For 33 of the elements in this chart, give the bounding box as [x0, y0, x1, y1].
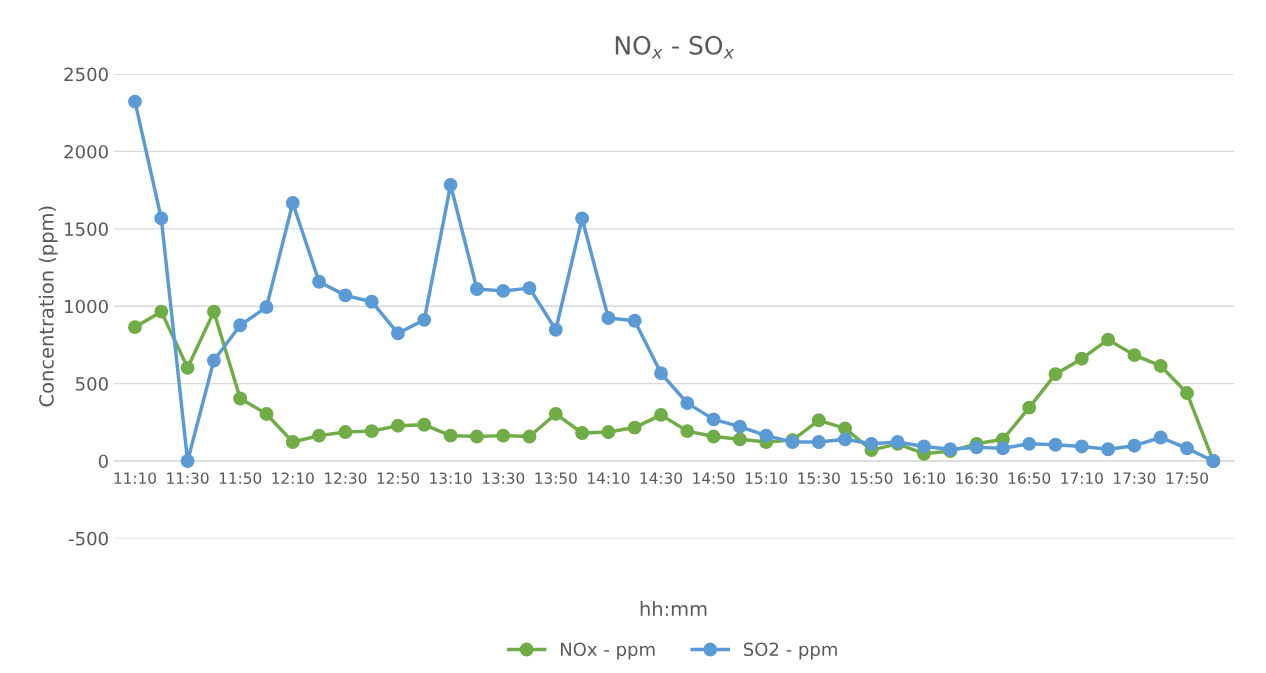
x-tick-label: 15:50 — [851, 472, 893, 484]
x-tick-label: 15:10 — [745, 472, 788, 484]
x-tick-label: 13:10 — [430, 472, 472, 484]
y-tick-label: 1000 — [65, 299, 108, 314]
x-tick-label: 16:50 — [1008, 472, 1051, 484]
x-tick-label: 11:30 — [167, 472, 209, 484]
x-tick-label: 11:50 — [219, 472, 262, 484]
x-tick-label: 16:10 — [903, 472, 945, 484]
chart-title: NO$_{x}$ - SO$_{x}$ — [615, 35, 735, 59]
x-tick-label: 17:10 — [1061, 472, 1103, 484]
y-tick-label: 1500 — [65, 222, 108, 236]
x-tick-label: 14:10 — [588, 472, 630, 484]
legend-label: SO2 - ppm — [743, 642, 837, 660]
x-tick-label: 13:30 — [482, 472, 525, 484]
x-tick-label: 17:50 — [1166, 472, 1209, 484]
y-tick-label: 2500 — [64, 67, 108, 82]
y-tick-label: -500 — [68, 531, 108, 546]
x-tick-label: 16:30 — [956, 472, 998, 484]
y-tick-label: 500 — [76, 377, 108, 391]
y-tick-label: 0 — [98, 454, 108, 469]
y-tick-label: 2000 — [64, 144, 108, 159]
legend-label: NOx - ppm — [560, 642, 655, 660]
x-tick-label: 14:30 — [640, 472, 682, 484]
x-tick-label: 17:30 — [1114, 472, 1156, 484]
x-tick-label: 15:30 — [798, 472, 840, 484]
x-tick-label: 12:50 — [377, 472, 419, 484]
x-tick-label: 14:50 — [693, 472, 735, 484]
x-tick-label: 11:10 — [114, 472, 156, 484]
x-axis-title: hh:mm — [640, 601, 707, 616]
y-axis-title: Concentration (ppm) — [38, 206, 58, 407]
x-tick-label: 12:10 — [272, 472, 314, 484]
x-tick-label: 12:30 — [325, 472, 367, 484]
x-tick-label: 13:50 — [535, 472, 577, 484]
